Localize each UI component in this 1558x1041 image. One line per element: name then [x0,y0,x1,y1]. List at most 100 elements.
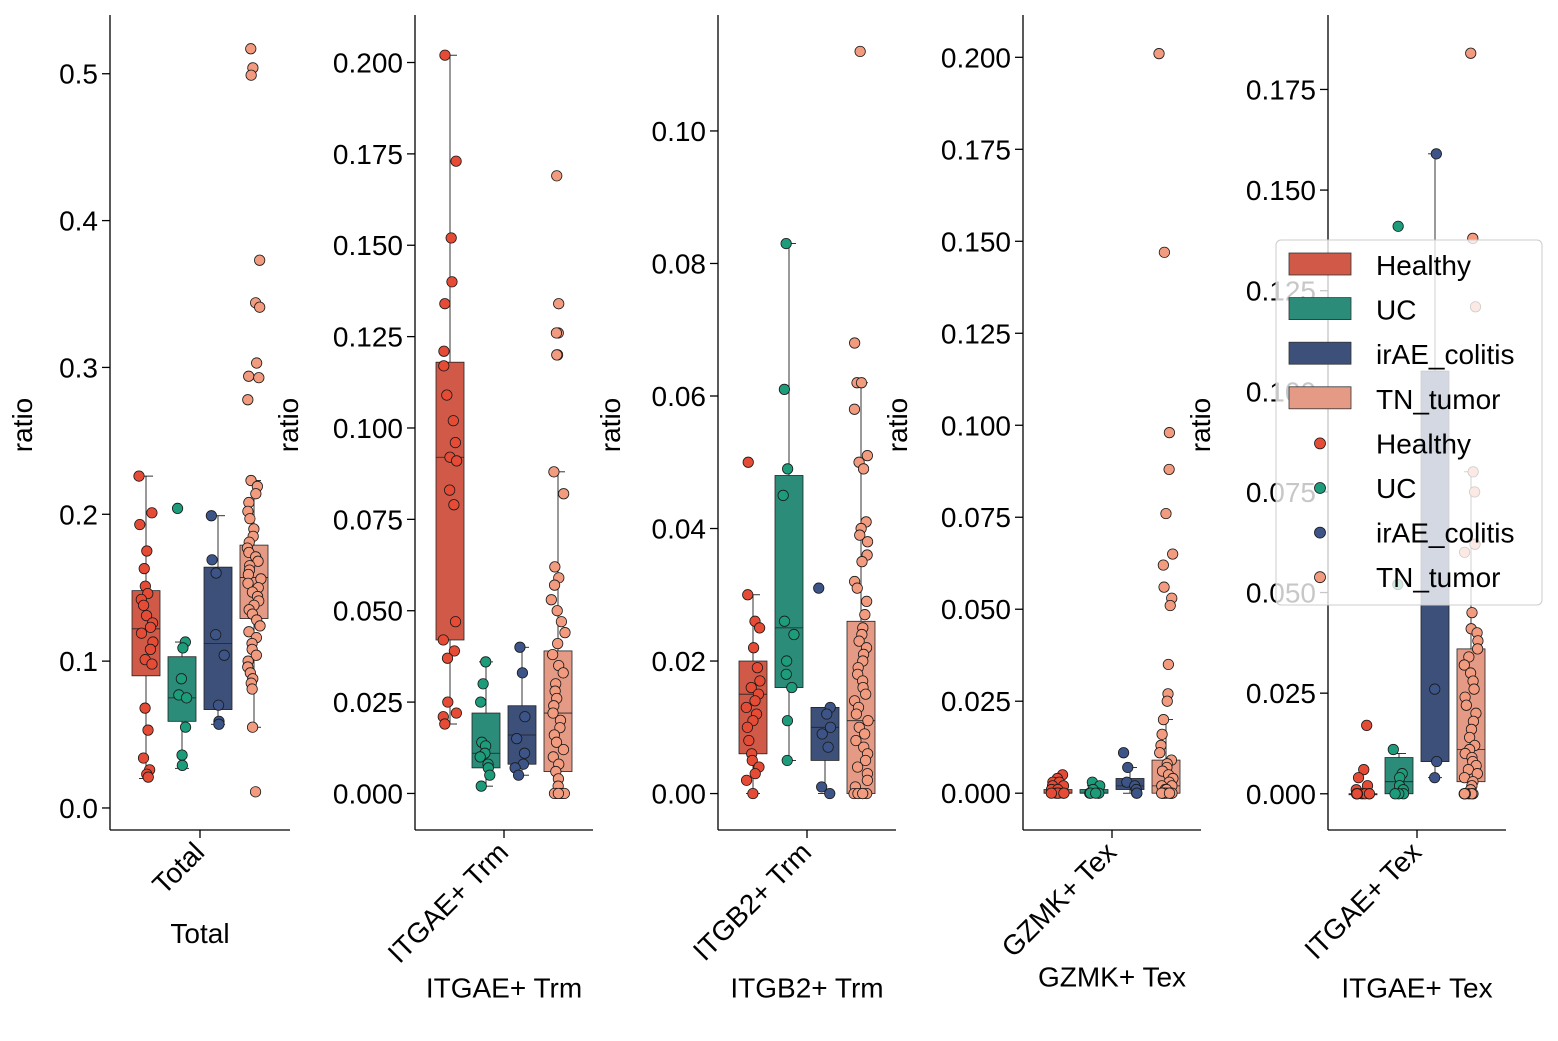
group-Healthy [435,49,465,730]
data-point [1429,683,1441,695]
data-point [861,595,873,608]
data-point [1117,747,1130,759]
group-UC [167,502,197,771]
data-point [1387,743,1399,756]
y-tick-label: 0.200 [941,42,1011,73]
y-tick-label: 0.2 [59,499,98,530]
data-point [213,718,225,730]
y-axis-label: ratio [273,398,304,452]
data-point [144,621,157,633]
data-point [861,774,873,786]
data-point [243,370,255,382]
y-tick-label: 0.02 [652,646,707,677]
data-point [782,463,794,475]
data-point [813,582,825,594]
data-point [777,489,789,501]
x-axis-label: Total [170,918,229,949]
y-tick-label: 0.5 [59,59,98,90]
data-point [180,692,193,704]
data-point [1167,548,1179,560]
data-point [547,707,559,719]
data-point [848,403,861,415]
data-point [1058,787,1070,799]
data-point [171,502,184,515]
data-point [243,626,255,638]
y-tick-label: 0.175 [941,134,1011,165]
y-tick-label: 0.125 [941,318,1011,349]
data-point [545,594,557,606]
data-point [851,761,864,773]
legend-frame [1275,239,1543,606]
data-point [441,389,453,401]
data-point [218,649,230,661]
y-tick-label: 0.125 [333,322,403,353]
data-point [749,768,761,780]
data-point [249,786,262,798]
data-point [206,554,218,566]
data-point [1460,699,1472,711]
data-point [851,582,863,594]
data-point [439,49,451,61]
data-point [205,510,217,522]
data-point [786,681,798,694]
data-point [514,641,526,653]
x-tick-label: ITGB2+ Trm [687,836,817,966]
data-point [855,377,868,389]
data-point [824,721,837,733]
legend-label: Healthy [1376,250,1471,281]
legend-label: TN_tumor [1376,562,1500,593]
data-point [1466,607,1478,619]
legend-label: UC [1376,295,1416,326]
data-point [176,759,188,771]
y-axis-label: ratio [1185,398,1216,452]
data-point [511,733,523,745]
data-point [1458,788,1471,800]
data-point [857,787,869,800]
data-point [451,455,463,467]
data-point [850,734,862,747]
data-point [741,721,754,733]
data-point [555,616,567,628]
data-point [138,599,150,611]
y-tick-label: 0.000 [333,778,403,809]
data-point [244,513,256,525]
data-point [1161,695,1173,707]
data-point [475,696,487,708]
data-point [1352,772,1365,784]
data-point [857,463,870,475]
x-tick-label: Total [146,836,210,900]
data-point [450,707,462,719]
data-point [788,628,800,641]
y-tick-label: 0.00 [652,779,707,810]
data-point [859,609,871,621]
data-point [853,635,865,647]
data-point [1162,658,1174,671]
data-point [1122,761,1134,774]
y-tick-label: 0.000 [1246,779,1316,810]
data-point [1389,788,1401,800]
data-point [854,45,866,58]
data-point [439,298,451,310]
data-point [861,536,874,548]
y-tick-label: 0.3 [59,352,98,383]
box [774,475,804,688]
data-point [821,708,833,720]
data-point [1468,683,1480,695]
y-tick-label: 0.000 [941,778,1011,809]
data-point [441,652,454,664]
y-tick-label: 0.10 [652,116,707,147]
y-tick-label: 0.025 [1246,678,1316,709]
data-point [477,678,489,690]
data-point [1429,772,1441,784]
data-point [781,715,794,727]
group-UC [774,237,804,767]
legend-marker-UC [1314,482,1326,494]
y-tick-label: 0.06 [652,381,707,412]
y-tick-label: 0.050 [333,596,403,627]
data-point [1363,788,1376,800]
data-point [1158,246,1170,258]
data-point [446,276,458,288]
data-point [1164,599,1176,612]
data-point [860,688,872,700]
